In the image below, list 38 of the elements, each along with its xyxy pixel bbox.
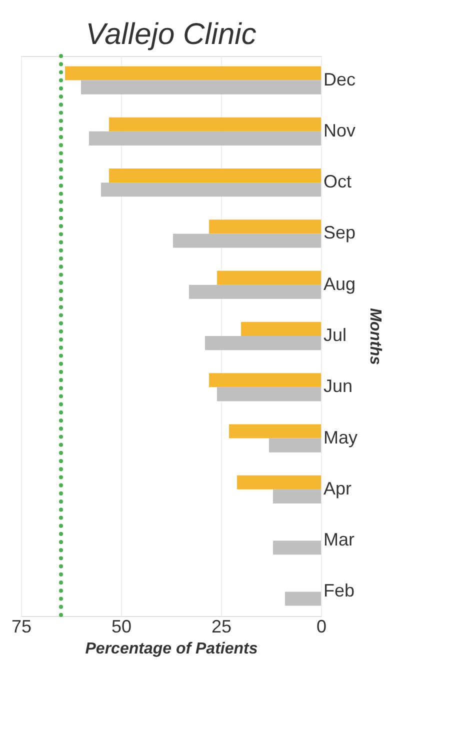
bar (89, 131, 321, 146)
bar (273, 540, 321, 555)
chart-title: Vallejo Clinic (86, 18, 256, 51)
bar (205, 336, 321, 350)
bar (109, 117, 321, 132)
bar (65, 66, 321, 80)
bar (81, 80, 321, 94)
bar (189, 284, 321, 299)
y-tick-label: May (324, 427, 358, 448)
bar (241, 322, 321, 336)
y-tick-label: Jun (324, 376, 353, 396)
y-tick-label: Mar (324, 530, 355, 550)
bar (217, 387, 321, 402)
x-tick-label: 0 (316, 616, 327, 636)
bar (273, 489, 321, 504)
y-tick-label: Sep (324, 222, 356, 243)
y-tick-label: Aug (324, 274, 356, 294)
bar (285, 592, 321, 606)
bar (229, 424, 321, 438)
bar (237, 475, 321, 490)
x-axis-title: Percentage of Patients (85, 640, 258, 658)
bar (101, 182, 321, 197)
y-tick-label: Jul (324, 325, 347, 345)
y-axis-title: Months (366, 308, 384, 366)
y-tick-label: Apr (324, 478, 352, 498)
bar (109, 168, 321, 183)
bar (209, 220, 321, 234)
x-tick-label: 75 (11, 616, 32, 636)
y-tick-label: Feb (324, 580, 355, 601)
y-tick-label: Oct (324, 172, 352, 192)
y-tick-label: Dec (324, 69, 356, 90)
x-tick-label: 50 (111, 616, 132, 636)
bar (173, 234, 321, 248)
bar (209, 373, 321, 388)
y-tick-label: Nov (324, 120, 356, 140)
bar (269, 438, 321, 452)
bar (217, 270, 321, 285)
x-tick-label: 25 (211, 616, 232, 636)
